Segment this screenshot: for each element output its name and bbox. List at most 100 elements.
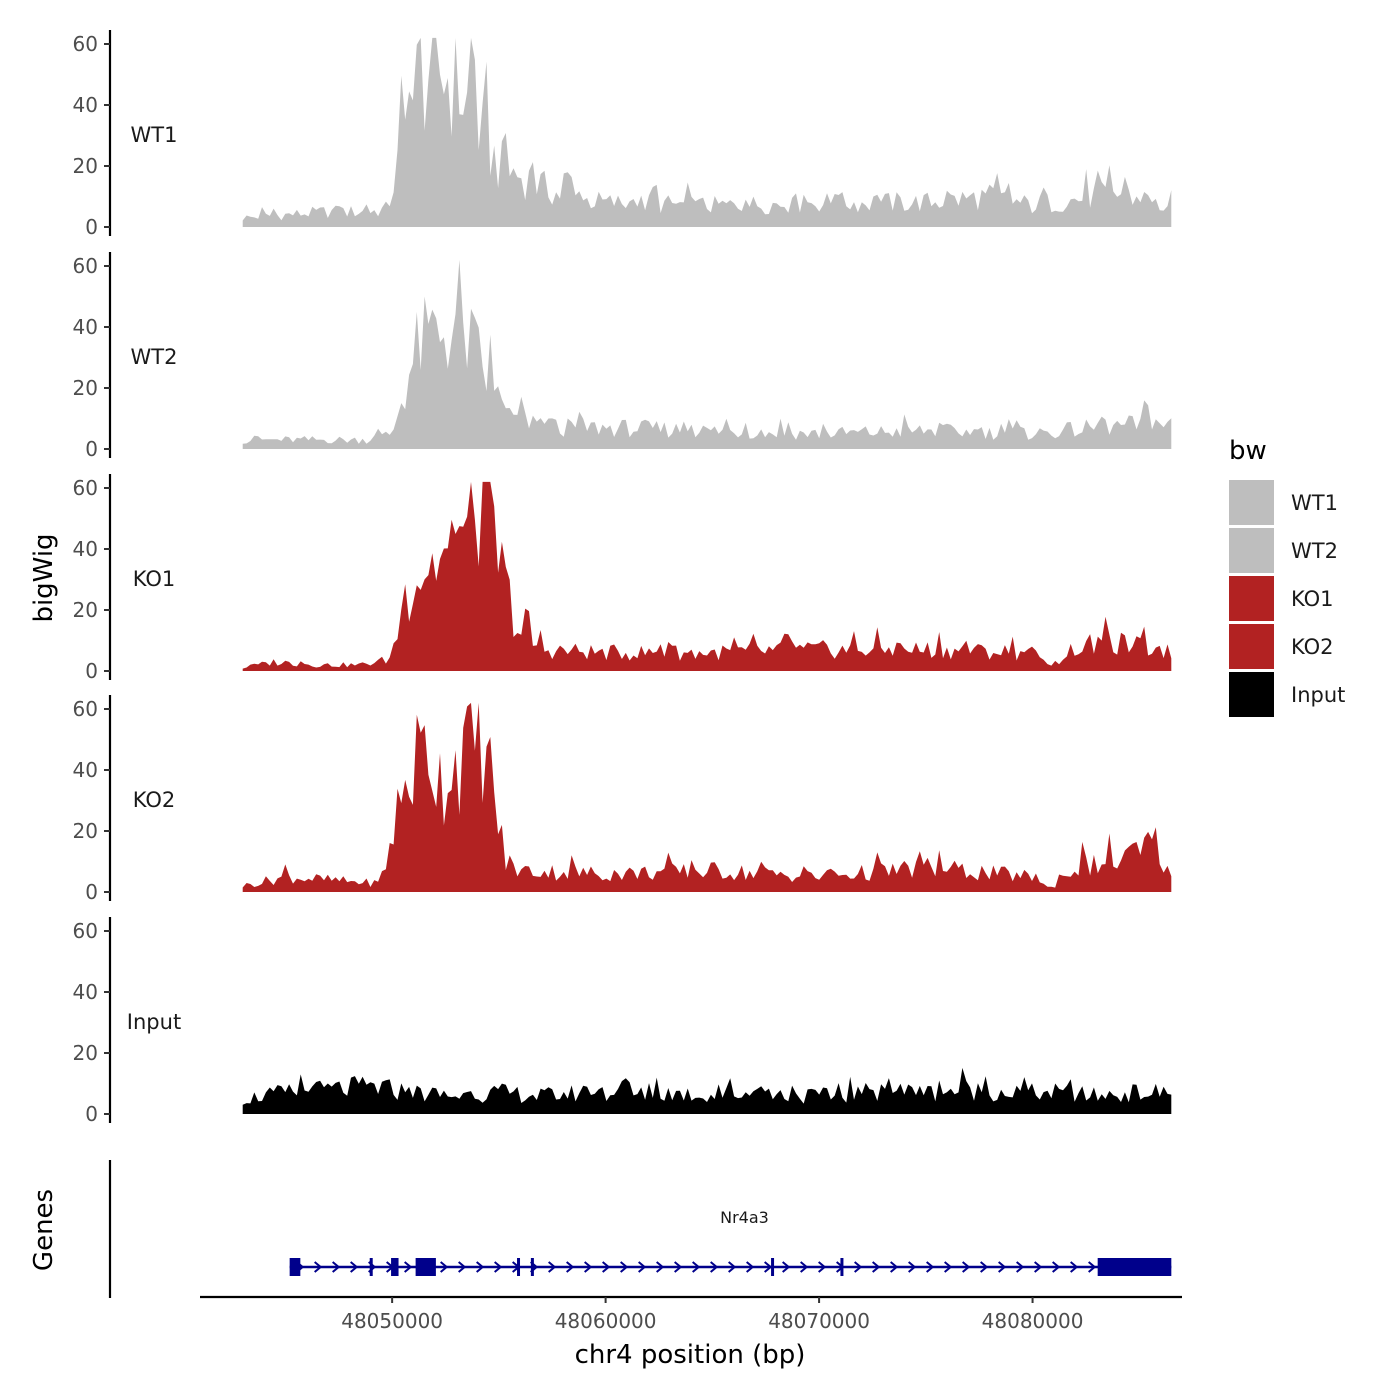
legend-key-input <box>1229 672 1274 717</box>
gene-name-label: Nr4a3 <box>720 1208 769 1227</box>
track-label-wt1: WT1 <box>131 123 178 147</box>
exon <box>415 1258 436 1276</box>
gene-model: Nr4a3 <box>289 1208 1172 1276</box>
strand-arrow <box>1052 1261 1061 1273</box>
legend-label-wt2: WT2 <box>1291 539 1338 563</box>
y-tick-label: 20 <box>73 376 98 400</box>
strand-arrow <box>998 1261 1007 1273</box>
strand-arrow <box>476 1261 485 1273</box>
y-tick-label: 0 <box>85 437 98 461</box>
exon <box>1097 1258 1172 1276</box>
y-tick-label: 40 <box>73 315 98 339</box>
strand-arrow <box>944 1261 953 1273</box>
gene-panel: Nr4a3 <box>108 1160 1172 1298</box>
y-tick-label: 60 <box>73 919 98 943</box>
track-label-wt2: WT2 <box>131 345 178 369</box>
legend-label-ko1: KO1 <box>1291 587 1334 611</box>
strand-arrow <box>1070 1261 1079 1273</box>
strand-arrow <box>638 1261 647 1273</box>
y-tick-label: 0 <box>85 659 98 683</box>
coverage-area-ko1 <box>242 481 1172 671</box>
genes-axis-title: Genes <box>29 1189 59 1271</box>
legend-label-input: Input <box>1291 683 1345 707</box>
y-tick-label: 0 <box>85 215 98 239</box>
strand-arrow <box>1034 1261 1043 1273</box>
bigwig-tracks: 0 20 40 60 WT1 0 20 40 60 WT2 0 20 40 60 KO1 0 20 40 60 KO2… <box>73 30 1172 1126</box>
track-label-ko1: KO1 <box>133 567 176 591</box>
y-axis-title: bigWig <box>29 533 59 622</box>
x-tick-label: 48050000 <box>341 1309 443 1333</box>
x-tick-label: 48060000 <box>555 1309 657 1333</box>
track-input: 0 20 40 60 Input <box>73 917 1172 1126</box>
exon <box>289 1258 301 1276</box>
strand-arrow <box>962 1261 971 1273</box>
y-tick-label: 40 <box>73 537 98 561</box>
legend-label-ko2: KO2 <box>1291 635 1334 659</box>
y-tick-label: 40 <box>73 93 98 117</box>
strand-arrow <box>1016 1261 1025 1273</box>
strand-arrow <box>548 1261 557 1273</box>
strand-arrow <box>692 1261 701 1273</box>
strand-arrow <box>980 1261 989 1273</box>
track-ko2: 0 20 40 60 KO2 <box>73 695 1172 904</box>
x-axis-title: chr4 position (bp) <box>575 1340 806 1370</box>
exon <box>840 1258 844 1276</box>
legend-label-wt1: WT1 <box>1291 491 1338 515</box>
y-tick-label: 20 <box>73 154 98 178</box>
strand-arrow <box>350 1261 359 1273</box>
track-wt2: 0 20 40 60 WT2 <box>73 252 1172 461</box>
strand-arrow <box>404 1261 413 1273</box>
y-tick-label: 60 <box>73 697 98 721</box>
strand-arrow <box>782 1261 791 1273</box>
x-tick-label: 48080000 <box>982 1309 1084 1333</box>
strand-arrow <box>818 1261 827 1273</box>
strand-arrow <box>1088 1261 1097 1273</box>
legend-key-ko1 <box>1229 576 1274 621</box>
strand-arrow <box>566 1261 575 1273</box>
strand-arrow <box>314 1261 323 1273</box>
strand-arrow <box>656 1261 665 1273</box>
legend-key-ko2 <box>1229 624 1274 669</box>
track-label-input: Input <box>127 1010 181 1034</box>
y-tick-label: 60 <box>73 476 98 500</box>
legend: bw WT1 WT2 KO1 KO2 Input <box>1229 436 1345 717</box>
strand-arrow <box>728 1261 737 1273</box>
strand-arrow <box>764 1261 773 1273</box>
coverage-area-wt2 <box>242 259 1172 449</box>
track-ko1: 0 20 40 60 KO1 <box>73 474 1172 683</box>
strand-arrow <box>332 1261 341 1273</box>
y-tick-label: 0 <box>85 1102 98 1126</box>
coverage-area-ko2 <box>242 702 1172 892</box>
exon <box>771 1258 775 1276</box>
strand-arrow <box>854 1261 863 1273</box>
legend-title: bw <box>1229 436 1267 466</box>
exon <box>391 1258 399 1276</box>
strand-arrow <box>746 1261 755 1273</box>
y-tick-label: 20 <box>73 598 98 622</box>
strand-arrow <box>926 1261 935 1273</box>
x-axis: 48050000 48060000 48070000 48080000 <box>200 1295 1182 1333</box>
y-tick-label: 60 <box>73 32 98 56</box>
strand-arrow <box>890 1261 899 1273</box>
strand-arrow <box>440 1261 449 1273</box>
x-tick-label: 48070000 <box>768 1309 870 1333</box>
strand-arrow <box>674 1261 683 1273</box>
legend-key-wt1 <box>1229 480 1274 525</box>
y-tick-label: 40 <box>73 980 98 1004</box>
coverage-area-input <box>242 1067 1172 1114</box>
strand-arrow <box>620 1261 629 1273</box>
strand-arrow <box>908 1261 917 1273</box>
strand-arrow <box>602 1261 611 1273</box>
strand-arrow <box>872 1261 881 1273</box>
legend-key-wt2 <box>1229 528 1274 573</box>
strand-arrow <box>458 1261 467 1273</box>
strand-arrow <box>584 1261 593 1273</box>
strand-arrow <box>710 1261 719 1273</box>
strand-arrow <box>800 1261 809 1273</box>
y-tick-label: 60 <box>73 254 98 278</box>
y-tick-label: 0 <box>85 880 98 904</box>
strand-arrow <box>494 1261 503 1273</box>
track-label-ko2: KO2 <box>133 788 176 812</box>
exon <box>369 1258 373 1276</box>
